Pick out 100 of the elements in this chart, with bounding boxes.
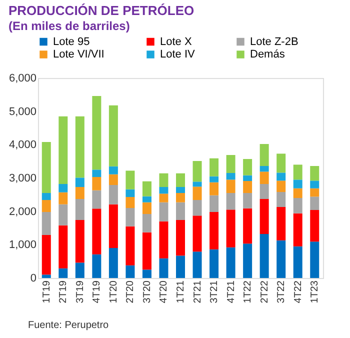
- legend-label: Lote IV: [160, 48, 196, 60]
- bar: [243, 244, 252, 278]
- y-tick-label: 2,000: [8, 206, 36, 218]
- bar: [108, 185, 118, 204]
- bar: [42, 142, 51, 193]
- bar: [75, 187, 84, 199]
- chart-subtitle: (En miles de barriles): [8, 19, 130, 33]
- bar: [192, 182, 202, 187]
- bar: [142, 196, 152, 202]
- bar: [210, 249, 219, 278]
- bar: [192, 216, 202, 252]
- bar: [75, 262, 84, 278]
- bar: [58, 192, 68, 204]
- bar: [260, 166, 269, 172]
- bar: [192, 186, 202, 200]
- bar: [210, 176, 219, 182]
- y-tick-label: 4,000: [8, 139, 36, 152]
- bar: [293, 246, 302, 278]
- bar: [159, 202, 168, 222]
- bar: [243, 175, 252, 181]
- bar: [276, 192, 286, 207]
- bar: [210, 182, 219, 196]
- bar: [276, 207, 286, 240]
- x-tick-label: 3T19: [74, 280, 86, 304]
- bar: [310, 180, 320, 188]
- bar: [42, 235, 51, 275]
- bar: [260, 234, 269, 278]
- bar: [159, 194, 168, 202]
- y-tick-label: 6,000: [8, 72, 36, 84]
- bar: [126, 189, 135, 197]
- bar: [176, 256, 185, 278]
- bar: [276, 154, 286, 173]
- bar: [42, 212, 51, 235]
- bar: [58, 116, 68, 184]
- bar: [260, 199, 269, 234]
- legend-label: Lote VI/VII: [53, 48, 104, 60]
- bar: [310, 196, 320, 210]
- bar: [226, 210, 236, 248]
- bar: [243, 181, 252, 193]
- legend-label: Lote X: [160, 36, 192, 48]
- bar: [293, 198, 302, 214]
- bar: [226, 193, 236, 210]
- chart-title: PRODUCCIÓN DE PETRÓLEO: [8, 3, 194, 18]
- bar: [276, 240, 286, 278]
- bar: [142, 232, 152, 270]
- x-tick-label: 2T19: [58, 280, 70, 304]
- y-tick-label: 1,000: [8, 239, 36, 252]
- x-tick-label: 4T21: [226, 280, 237, 304]
- bar: [176, 193, 185, 202]
- bar: [58, 204, 68, 226]
- bar: [243, 193, 252, 208]
- x-tick-label: 1T19: [41, 280, 52, 304]
- bar: [260, 172, 269, 184]
- bar: [293, 180, 302, 188]
- bar: [192, 161, 202, 182]
- bar: [226, 173, 236, 180]
- bar: [142, 214, 152, 232]
- bar: [176, 220, 185, 256]
- bar: [210, 158, 219, 176]
- bar: [159, 221, 168, 258]
- bar: [310, 242, 320, 278]
- bar: [310, 188, 320, 197]
- bar: [126, 170, 135, 190]
- bar: [126, 208, 135, 226]
- bar: [75, 116, 84, 178]
- bar: [75, 199, 84, 220]
- bar: [42, 274, 51, 278]
- bar: [108, 204, 118, 248]
- bar: [226, 155, 236, 173]
- bar: [159, 187, 168, 194]
- bar: [126, 265, 135, 278]
- bar: [126, 226, 135, 266]
- bar: [310, 166, 320, 181]
- bar: [293, 164, 302, 180]
- bar: [226, 180, 236, 193]
- x-tick-label: 4T19: [92, 280, 103, 304]
- bar: [276, 172, 286, 181]
- x-tick-label: 3T22: [276, 280, 288, 304]
- bar: [210, 195, 219, 212]
- bar: [58, 268, 68, 278]
- bar: [293, 213, 302, 246]
- y-tick-label: 5,000: [8, 106, 36, 118]
- bar: [142, 270, 152, 278]
- x-tick-label: 1T22: [242, 280, 254, 304]
- bar: [159, 173, 168, 187]
- x-tick-label: 2T22: [259, 280, 270, 304]
- y-tick-label: 0: [30, 272, 36, 284]
- bar: [92, 190, 102, 209]
- bar: [108, 166, 118, 174]
- x-tick-label: 3T21: [209, 280, 220, 304]
- x-tick-label: 2T20: [125, 280, 136, 304]
- x-tick-label: 1T20: [108, 280, 120, 304]
- bar: [210, 212, 219, 250]
- legend-label: Demás: [250, 48, 286, 60]
- x-tick-label: 3T20: [142, 280, 153, 304]
- bar: [243, 159, 252, 176]
- bar: [108, 248, 118, 278]
- bar: [92, 177, 102, 190]
- bar: [243, 208, 252, 244]
- bar: [159, 258, 168, 278]
